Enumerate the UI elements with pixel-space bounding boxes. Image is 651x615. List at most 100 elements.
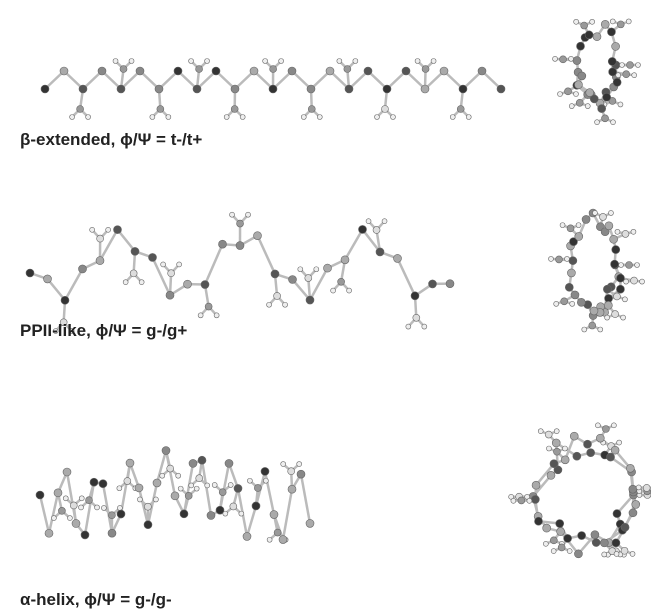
atom xyxy=(129,59,134,64)
figure: β-extended, ϕ/Ψ = t-/t+ PPII-like, ϕ/Ψ =… xyxy=(0,0,651,615)
atom xyxy=(413,314,420,321)
atom xyxy=(106,227,111,232)
atom xyxy=(240,115,245,120)
atom xyxy=(267,537,272,542)
atom xyxy=(631,229,636,234)
atom xyxy=(621,315,626,320)
atom xyxy=(70,115,75,120)
atom xyxy=(144,521,152,529)
atom xyxy=(252,502,260,510)
atom xyxy=(337,59,342,64)
atom xyxy=(174,67,182,75)
atom xyxy=(613,293,620,300)
atom xyxy=(144,503,151,510)
atom xyxy=(518,497,525,504)
atom xyxy=(602,552,607,557)
atom xyxy=(67,516,72,521)
bond xyxy=(65,269,83,300)
atom xyxy=(230,503,237,510)
atom xyxy=(554,429,559,434)
bond xyxy=(283,489,292,539)
atom xyxy=(578,72,586,80)
atom xyxy=(617,21,624,28)
atom xyxy=(612,311,619,318)
atom xyxy=(406,324,411,329)
atom xyxy=(626,19,631,24)
atom xyxy=(611,446,619,454)
atom xyxy=(422,324,427,329)
atom xyxy=(573,452,581,460)
atom xyxy=(306,296,314,304)
atom xyxy=(450,115,455,120)
atom xyxy=(63,468,71,476)
atom xyxy=(54,489,62,497)
atom xyxy=(598,105,606,113)
bond xyxy=(398,258,416,295)
atom xyxy=(150,115,155,120)
atom xyxy=(561,456,569,464)
atom xyxy=(81,531,89,539)
atom xyxy=(326,67,334,75)
atom xyxy=(608,57,616,65)
atom xyxy=(96,257,104,265)
atom xyxy=(619,63,624,68)
atom xyxy=(576,99,583,106)
atom xyxy=(97,235,104,242)
atom xyxy=(41,85,49,93)
atom xyxy=(189,459,197,467)
atom xyxy=(79,496,84,501)
atom xyxy=(586,89,594,97)
atom xyxy=(231,85,239,93)
atom xyxy=(225,459,233,467)
atom xyxy=(113,59,118,64)
atom xyxy=(270,511,278,519)
atom xyxy=(79,85,87,93)
atom xyxy=(621,547,628,554)
atom xyxy=(604,301,612,309)
atom xyxy=(117,85,125,93)
atom xyxy=(631,277,638,284)
atom xyxy=(166,291,174,299)
atom xyxy=(79,265,87,273)
atom xyxy=(374,115,379,120)
atom xyxy=(359,225,367,233)
atom xyxy=(616,285,624,293)
atom xyxy=(411,292,419,300)
atom xyxy=(564,534,572,542)
bond xyxy=(247,506,256,536)
atom xyxy=(431,59,436,64)
atom xyxy=(553,448,560,455)
atom xyxy=(383,85,391,93)
atom xyxy=(574,19,579,24)
atom xyxy=(124,478,131,485)
atom xyxy=(567,549,572,554)
atom xyxy=(440,67,448,75)
atom xyxy=(616,73,621,78)
atom xyxy=(201,281,209,289)
atom xyxy=(585,31,593,39)
atom xyxy=(101,505,106,510)
atom xyxy=(180,510,188,518)
atom xyxy=(587,449,595,457)
atom xyxy=(585,104,590,109)
atom xyxy=(185,492,192,499)
atom xyxy=(301,115,306,120)
bond xyxy=(184,463,193,513)
atom xyxy=(623,71,630,78)
atom xyxy=(26,269,34,277)
atom xyxy=(511,498,516,503)
atom xyxy=(466,115,471,120)
atom xyxy=(189,59,194,64)
atom xyxy=(394,254,402,262)
atom xyxy=(538,429,543,434)
atom xyxy=(70,502,77,509)
atom xyxy=(632,500,640,508)
atom xyxy=(596,434,604,442)
atom xyxy=(643,484,650,491)
atom xyxy=(402,67,410,75)
atom xyxy=(167,465,174,472)
atom xyxy=(274,292,281,299)
atom xyxy=(171,492,179,500)
atom xyxy=(617,440,622,445)
atom xyxy=(155,85,163,93)
